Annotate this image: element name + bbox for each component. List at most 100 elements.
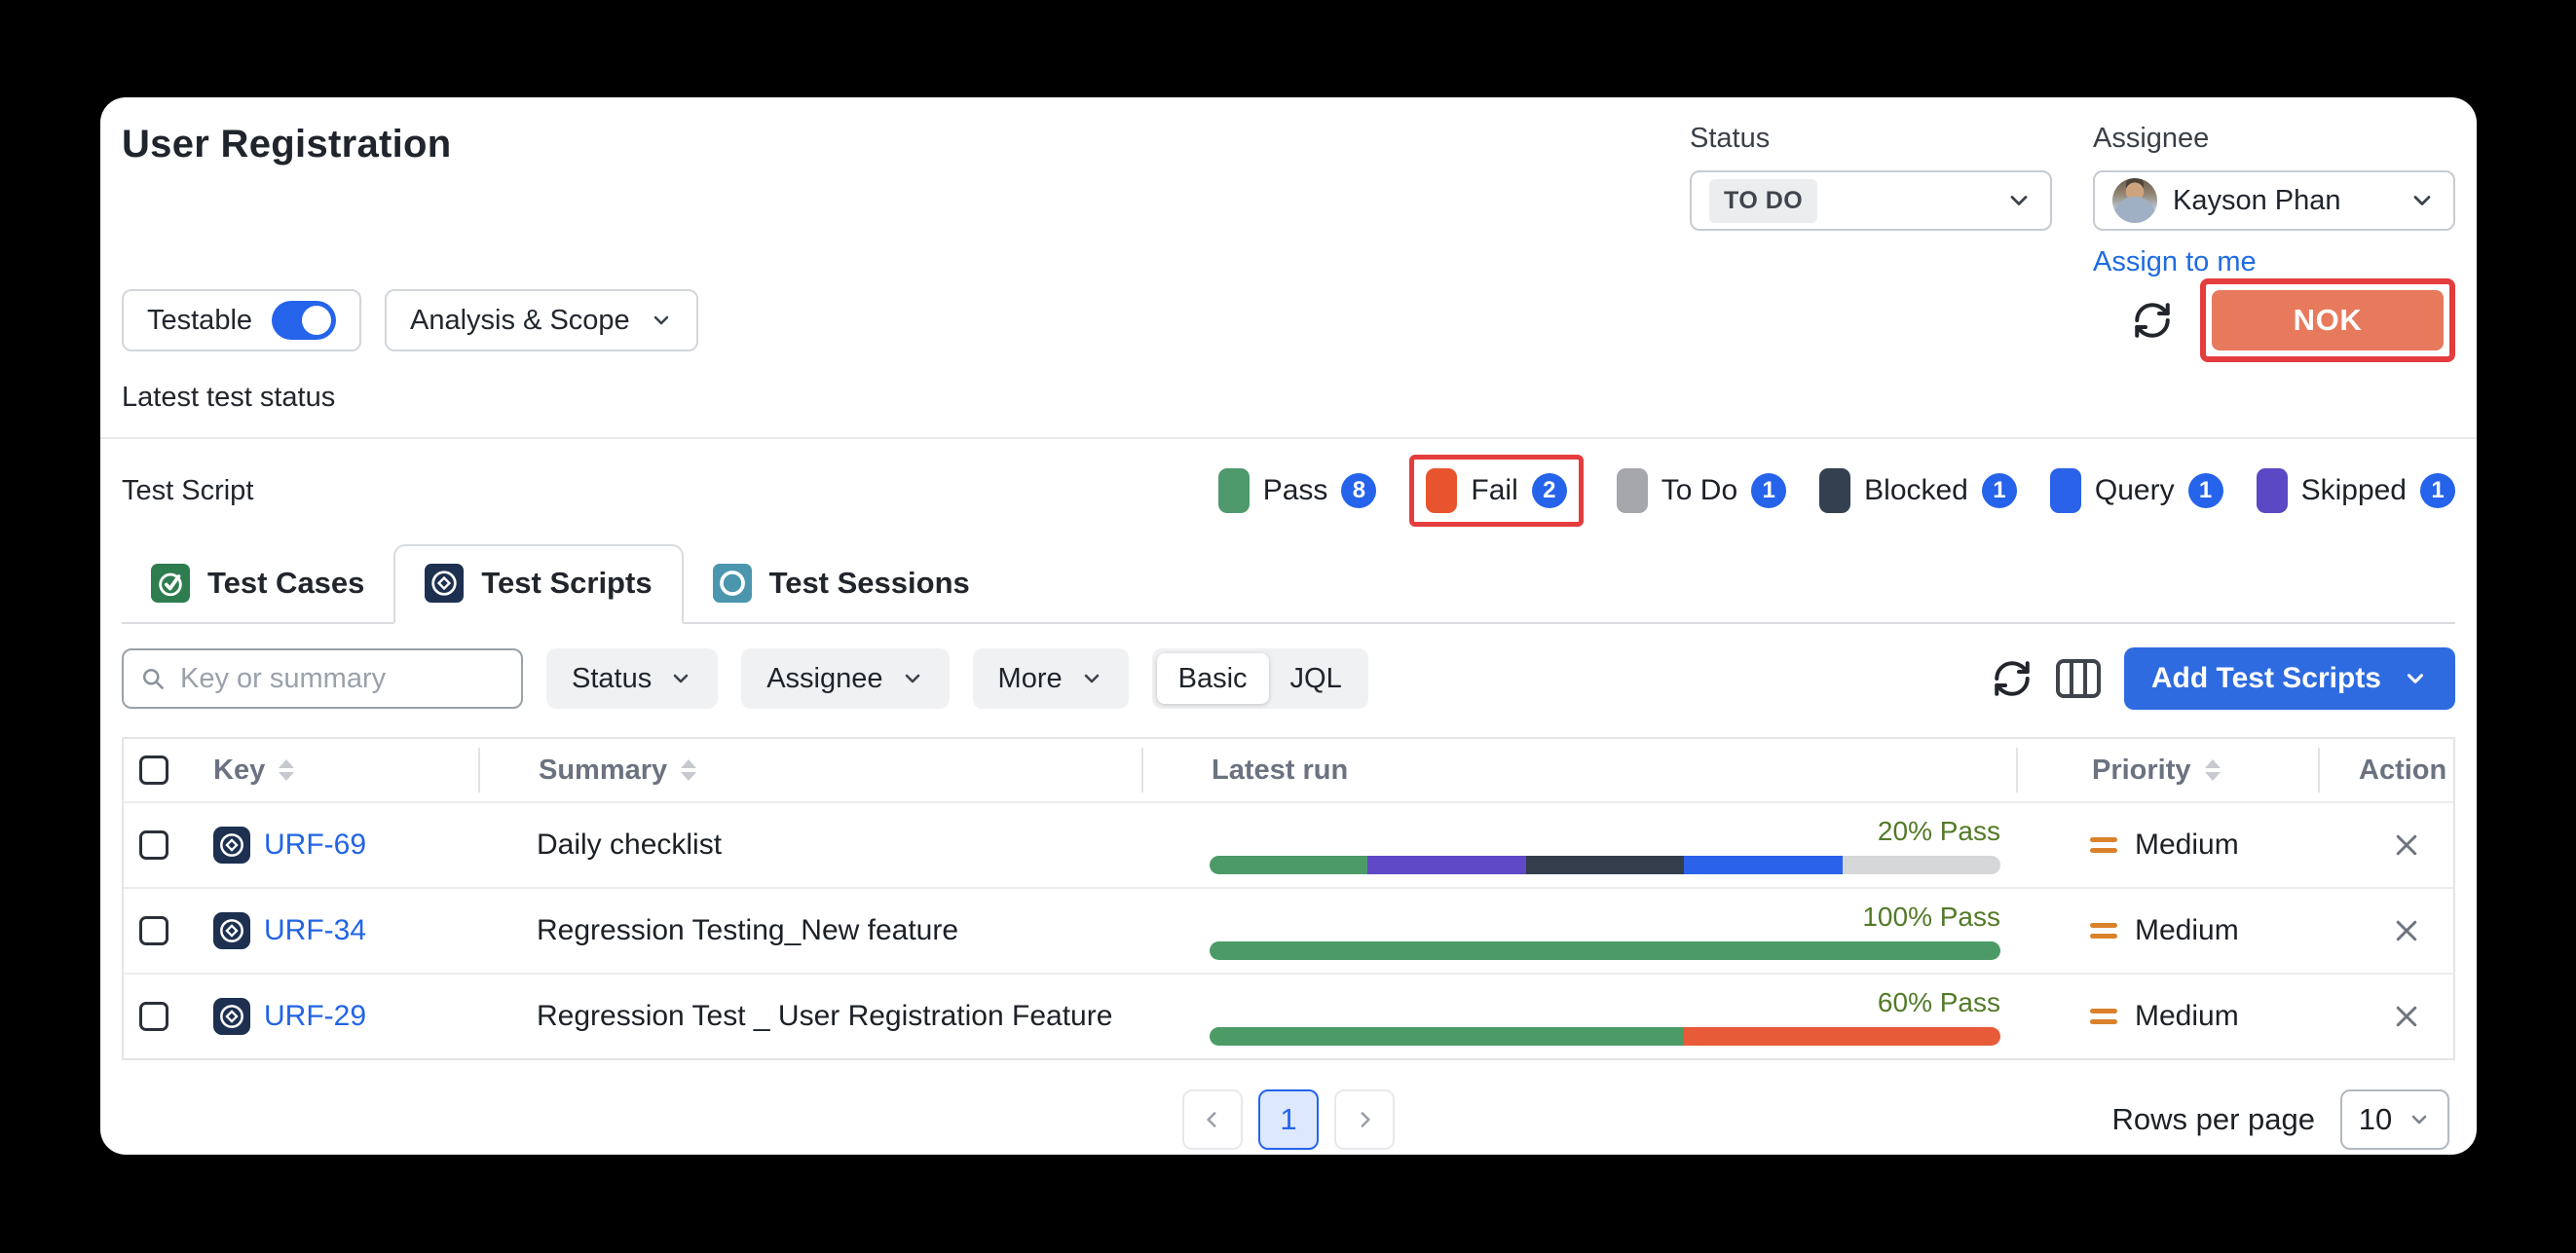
assignee-name: Kayson Phan: [2173, 184, 2341, 216]
row-latest-run-cell: 100% Pass: [1141, 902, 2016, 960]
sort-icon[interactable]: [681, 759, 697, 781]
filter-assignee-dropdown[interactable]: Assignee: [741, 648, 950, 709]
analysis-scope-dropdown[interactable]: Analysis & Scope: [385, 289, 698, 351]
sort-icon[interactable]: [2204, 759, 2221, 781]
row-key-cell: URF-34: [213, 912, 478, 949]
chevron-down-icon: [905, 674, 919, 683]
run-bar-segment: [1684, 1027, 2000, 1046]
priority-medium-icon: [2090, 1009, 2117, 1024]
status-badge-blocked[interactable]: Blocked 1: [1819, 468, 2017, 513]
status-color-swatch: [2049, 468, 2081, 513]
status-color-swatch: [1426, 468, 1458, 513]
select-all-checkbox[interactable]: [139, 755, 168, 785]
column-header-summary[interactable]: Summary: [478, 748, 1141, 792]
status-field: Status TO DO: [1690, 123, 2052, 278]
status-value-chip: TO DO: [1709, 178, 1818, 223]
run-bar-segment: [1210, 941, 2000, 960]
sort-icon[interactable]: [279, 759, 295, 781]
row-key-cell: URF-69: [213, 827, 478, 864]
chevron-down-icon: [673, 674, 689, 683]
priority-label: Medium: [2135, 1000, 2239, 1032]
table-footer: 1 Rows per page 10: [122, 1089, 2455, 1152]
filter-more-dropdown[interactable]: More: [972, 648, 1129, 709]
page-number-button[interactable]: 1: [1258, 1089, 1319, 1150]
issue-key-link[interactable]: URF-69: [264, 829, 367, 861]
status-badge-fail[interactable]: Fail 2: [1426, 468, 1567, 513]
status-badge-count: 1: [1751, 473, 1787, 508]
run-bar-segment: [1842, 856, 2000, 874]
remove-row-button[interactable]: [2392, 916, 2421, 945]
add-test-scripts-button[interactable]: Add Test Scripts: [2123, 647, 2455, 710]
table-refresh-icon[interactable]: [1992, 658, 2033, 699]
rows-per-page-select[interactable]: 10: [2340, 1089, 2449, 1150]
tab-label: Test Scripts: [481, 566, 653, 600]
rows-per-page-label: Rows per page: [2111, 1102, 2315, 1136]
tab-test-sessions[interactable]: Test Sessions: [684, 546, 999, 622]
assign-to-me-link[interactable]: Assign to me: [2093, 246, 2257, 277]
test-script-label: Test Script: [122, 474, 254, 506]
nok-button[interactable]: NOK: [2212, 290, 2444, 350]
status-badge-pass[interactable]: Pass 8: [1217, 468, 1377, 513]
row-summary-cell: Regression Testing_New feature: [478, 914, 1141, 947]
issue-key-link[interactable]: URF-34: [264, 914, 367, 946]
column-header-priority[interactable]: Priority: [2016, 748, 2318, 792]
rows-per-page: Rows per page 10: [2111, 1089, 2449, 1150]
run-pass-percentage: 100% Pass: [1862, 902, 2000, 932]
row-checkbox[interactable]: [139, 1002, 168, 1031]
row-checkbox-cell: [124, 1002, 213, 1031]
test-script-icon: [213, 998, 250, 1035]
testable-toggle-button[interactable]: Testable: [122, 289, 362, 351]
issue-key-link[interactable]: URF-29: [264, 1000, 367, 1032]
status-badge-label: Skipped: [2300, 474, 2407, 506]
remove-row-button[interactable]: [2392, 830, 2421, 860]
filter-status-label: Status: [572, 662, 653, 694]
status-badge-count: 1: [2420, 473, 2455, 508]
refresh-icon[interactable]: [2132, 300, 2173, 341]
previous-page-button[interactable]: [1182, 1089, 1243, 1150]
row-action-cell: [2318, 916, 2453, 945]
tab-label: Test Cases: [207, 566, 365, 600]
status-badge-label: Pass: [1262, 474, 1328, 506]
tab-test-scripts[interactable]: Test Scripts: [393, 544, 684, 624]
header-row: User Registration Status TO DO Assignee …: [122, 123, 2455, 278]
row-summary-cell: Daily checklist: [478, 829, 1141, 862]
pagination: 1: [1182, 1089, 1395, 1150]
column-header-key[interactable]: Key: [213, 755, 478, 787]
status-badge-count: 1: [1981, 473, 2017, 508]
search-mode-basic[interactable]: Basic: [1156, 653, 1269, 704]
table-row: URF-34 Regression Testing_New feature 100%…: [124, 887, 2453, 973]
toolbar-row: Testable Analysis & Scope NOK: [122, 278, 2455, 362]
toggle-knob: [302, 306, 332, 335]
remove-row-button[interactable]: [2392, 1002, 2421, 1031]
columns-settings-icon[interactable]: [2055, 659, 2101, 698]
status-color-swatch: [2256, 468, 2288, 513]
run-bar-segment: [1684, 856, 1843, 874]
search-input[interactable]: [178, 661, 505, 696]
tab-bar: Test Cases Test Scripts Test Sessions: [122, 544, 2455, 624]
run-pass-percentage: 20% Pass: [1877, 816, 2000, 846]
row-priority-cell: Medium: [2016, 1000, 2318, 1033]
assignee-field-label: Assignee: [2093, 123, 2210, 154]
status-badge-to-do[interactable]: To Do 1: [1616, 468, 1787, 513]
filter-status-dropdown[interactable]: Status: [546, 648, 719, 709]
priority-label: Medium: [2135, 914, 2239, 946]
search-icon: [142, 668, 164, 689]
row-summary-cell: Regression Test _ User Registration Feat…: [478, 1000, 1141, 1033]
row-checkbox[interactable]: [139, 916, 168, 945]
row-summary: Regression Test _ User Registration Feat…: [537, 1000, 1113, 1032]
assignee-select[interactable]: Kayson Phan: [2093, 170, 2455, 231]
row-action-cell: [2318, 1002, 2453, 1031]
header-checkbox-cell: [124, 755, 213, 785]
tab-test-cases[interactable]: Test Cases: [122, 546, 393, 622]
row-checkbox[interactable]: [139, 830, 168, 860]
status-badge-label: To Do: [1661, 474, 1738, 506]
status-select[interactable]: TO DO: [1690, 170, 2052, 231]
status-badge-skipped[interactable]: Skipped 1: [2256, 468, 2455, 513]
fail-highlight-box: Fail 2: [1409, 455, 1584, 527]
search-mode-jql[interactable]: JQL: [1289, 662, 1342, 694]
testable-toggle[interactable]: [272, 301, 337, 340]
toolbar-right: NOK: [2132, 278, 2455, 362]
status-badge-query[interactable]: Query 1: [2049, 468, 2223, 513]
next-page-button[interactable]: [1334, 1089, 1395, 1150]
status-badge-count: 2: [1531, 473, 1567, 508]
